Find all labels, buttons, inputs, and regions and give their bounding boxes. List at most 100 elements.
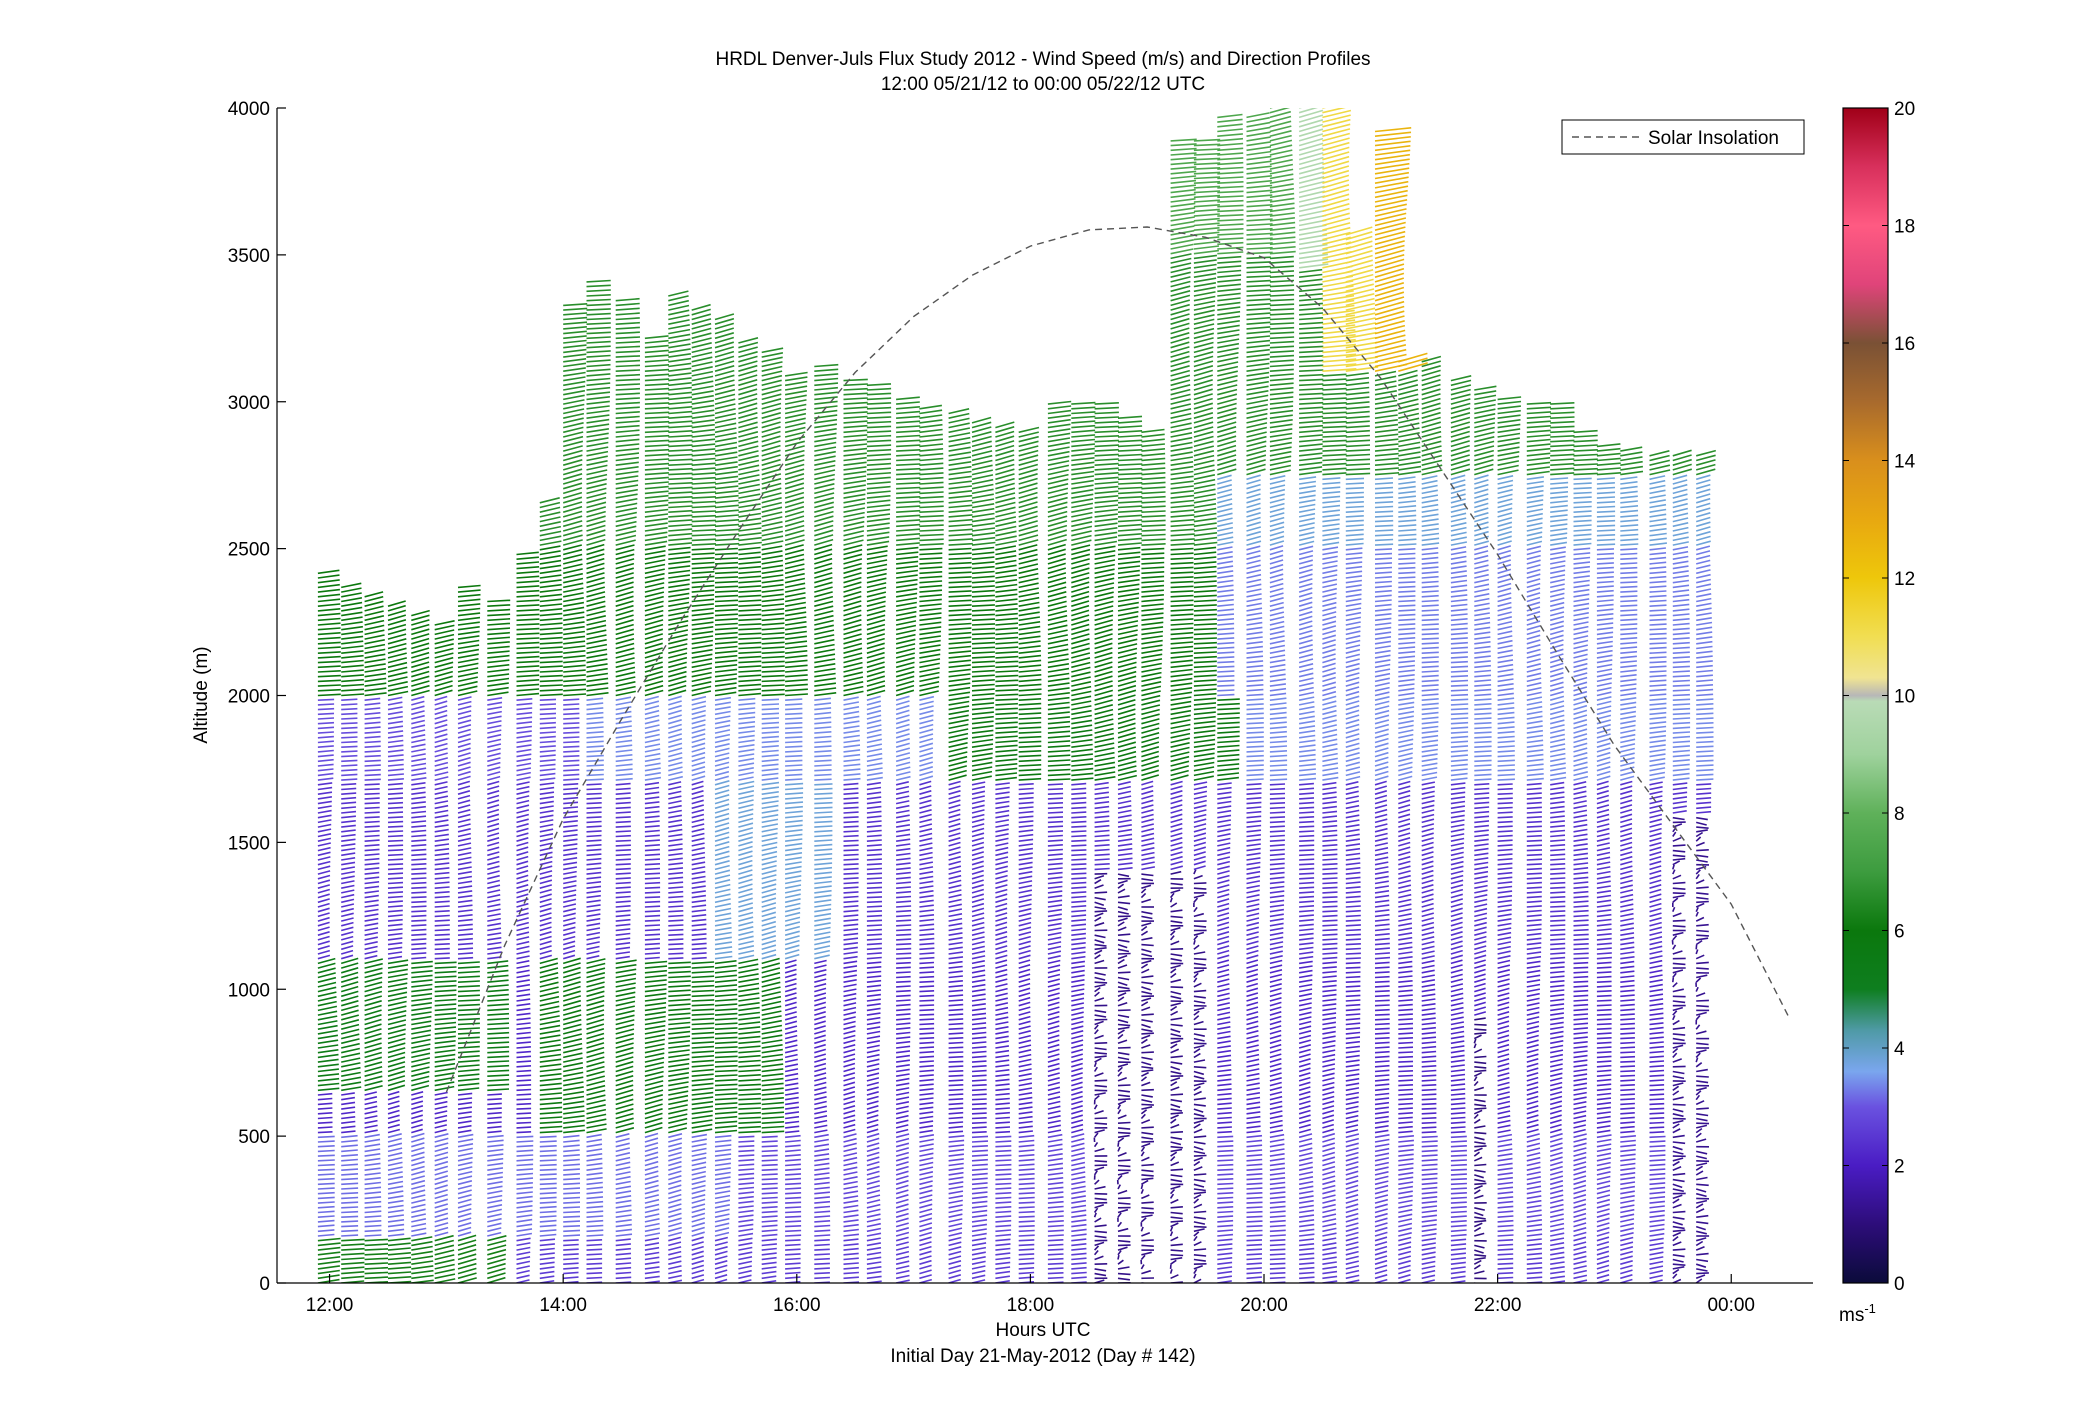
wind-barb: [487, 1148, 504, 1153]
wind-barb: [948, 1102, 964, 1106]
wind-barb: [539, 731, 556, 734]
wind-barb: [411, 872, 427, 875]
wind-barb: [364, 830, 380, 833]
wind-barb: [563, 759, 580, 763]
wind-barb: [457, 799, 471, 805]
wind-barb: [785, 1201, 802, 1204]
wind-barb: [563, 1257, 579, 1261]
wind-barb: [341, 722, 358, 725]
wind-barb: [586, 1257, 603, 1261]
wind-barb: [364, 1009, 382, 1016]
wind-barb: [539, 995, 560, 1002]
wind-barb: [948, 1098, 964, 1101]
wind-barb: [434, 1278, 456, 1283]
wind-barb: [341, 1220, 359, 1223]
wind-barb: [586, 1162, 603, 1167]
wind-barb: [434, 1110, 448, 1115]
wind-barb: [691, 952, 707, 955]
wind-barb: [487, 799, 500, 805]
wind-barb: [487, 743, 502, 748]
wind-barb: [785, 698, 803, 701]
wind-barb: [539, 1210, 557, 1214]
wind-barb: [516, 767, 532, 772]
wind-barb: [411, 1146, 425, 1153]
wind-barb: [516, 725, 532, 730]
wind-barb: [948, 571, 972, 575]
wind-barb: [563, 385, 586, 391]
wind-barb: [539, 569, 562, 575]
wind-barb: [563, 810, 578, 814]
wind-barb: [866, 910, 883, 913]
wind-barb: [411, 1184, 426, 1190]
wind-barb: [539, 902, 552, 908]
wind-barb: [341, 587, 362, 593]
wind-barb: [539, 749, 556, 753]
chart-title: HRDL Denver-Juls Flux Study 2012 - Wind …: [715, 49, 1370, 70]
wind-barb: [434, 876, 450, 880]
wind-barb: [411, 839, 427, 842]
wind-barb: [563, 678, 586, 683]
wind-barb: [785, 707, 803, 711]
wind-barb: [317, 1010, 338, 1016]
wind-barb: [387, 1266, 412, 1270]
wind-barb: [487, 1208, 502, 1214]
wind-barb: [563, 1229, 581, 1233]
wind-barb: [586, 1056, 605, 1063]
wind-barb: [457, 994, 480, 998]
wind-barb: [364, 648, 386, 654]
wind-barb: [487, 1185, 503, 1190]
wind-barb: [457, 899, 473, 904]
wind-barb: [586, 806, 602, 810]
wind-barb: [317, 1173, 335, 1176]
wind-barb: [563, 1163, 580, 1167]
wind-barb: [761, 726, 779, 730]
wind-barb: [539, 1068, 562, 1073]
wind-barb: [563, 703, 580, 706]
wind-barb: [539, 1073, 562, 1077]
wind-barb: [457, 1208, 472, 1214]
wind-barb: [995, 1154, 1012, 1157]
wind-barb: [387, 787, 403, 791]
wind-barb: [562, 931, 576, 936]
wind-barb: [843, 900, 859, 904]
wind-barb: [866, 952, 882, 955]
wind-barb: [341, 669, 364, 673]
wind-barb: [434, 1273, 456, 1280]
wind-barb: [411, 1208, 426, 1214]
wind-barb: [317, 1107, 333, 1110]
wind-barb: [317, 1063, 339, 1068]
wind-barb: [487, 969, 509, 974]
wind-barb: [341, 750, 358, 753]
wind-barb: [814, 1234, 831, 1237]
wind-barb: [563, 870, 577, 875]
wind-barb: [971, 1084, 987, 1087]
wind-barb: [411, 891, 427, 894]
wind-barb: [843, 895, 859, 899]
wind-barb: [457, 1152, 473, 1157]
wind-barb: [341, 759, 358, 763]
wind-barb: [785, 745, 803, 748]
wind-barb: [539, 1058, 562, 1063]
wind-barb: [814, 764, 832, 767]
wind-barb: [516, 1256, 531, 1261]
wind-barb: [487, 1204, 503, 1209]
wind-barb: [434, 924, 450, 927]
wind-barb: [387, 1065, 406, 1073]
wind-barb: [364, 672, 387, 678]
wind-barb: [487, 752, 501, 758]
wind-barb: [539, 497, 560, 504]
wind-barb: [586, 1032, 605, 1040]
wind-barb: [364, 1105, 378, 1110]
wind-barb: [785, 703, 803, 706]
wind-barb: [341, 698, 358, 701]
wind-barb: [341, 861, 356, 866]
wind-barb: [364, 1220, 382, 1223]
wind-barb: [341, 917, 354, 922]
wind-barb: [341, 1149, 358, 1153]
wind-barb: [615, 820, 631, 824]
wind-barb: [457, 1189, 472, 1195]
wind-barb: [341, 1116, 356, 1120]
wind-barb: [457, 1133, 474, 1139]
wind-barb: [843, 825, 859, 828]
wind-barb: [563, 412, 585, 419]
